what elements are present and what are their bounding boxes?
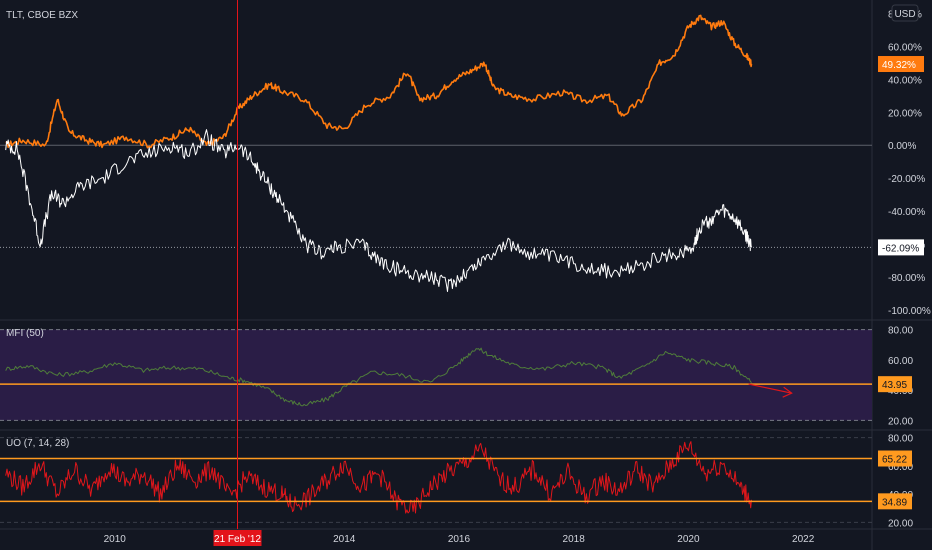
currency-button-frame [891, 4, 919, 22]
level-badge-text: 65.22 [882, 455, 907, 466]
band-layer [0, 329, 872, 523]
last-value-text-tlt: 49.32% [882, 60, 916, 71]
crosshair-date-label: 21 Feb '12 [214, 534, 261, 545]
level-badge [878, 450, 912, 467]
label-layer: 49.32% -62.09% 43.95 65.22 34.89 21 Feb '12 [213, 56, 924, 546]
level-layer [0, 0, 872, 529]
y-tick-label: -40.00% [888, 207, 925, 218]
uo-pane-title: UO (7, 14, 28) [6, 438, 69, 449]
level-badge [878, 493, 912, 510]
currency-button-label: USD [894, 9, 915, 20]
mfi-band [0, 329, 872, 421]
level-badge-text: 43.95 [882, 380, 907, 391]
y-tick-label: 60.00% [888, 42, 922, 53]
y-tick-label: 80.00 [888, 326, 913, 337]
crosshair-date-badge [213, 530, 262, 546]
x-tick-label: 2020 [677, 534, 700, 545]
y-tick-label: -80.00% [888, 273, 925, 284]
y-tick-label: 20.00 [888, 518, 913, 529]
x-tick-label: 2018 [563, 534, 586, 545]
y-tick-label: 80.00 [888, 434, 913, 445]
y-tick-label: 0.00% [888, 141, 916, 152]
chart-title: TLT, CBOE BZX [6, 10, 78, 21]
x-tick-label: 2016 [448, 534, 471, 545]
series-line-mfi [5, 347, 752, 407]
y-tick-label: -20.00% [888, 174, 925, 185]
last-value-badge-comparison [878, 239, 924, 256]
y-tick-label: 60.00 [888, 356, 913, 367]
series-line-tlt [5, 14, 753, 149]
x-tick-label: 2022 [792, 534, 815, 545]
level-badge-text: 34.89 [882, 497, 907, 508]
mfi-pane-title: MFI (50) [6, 328, 44, 339]
trend-arrow-head [782, 386, 793, 398]
last-value-badge-tlt [878, 56, 924, 73]
series-layer [5, 14, 753, 514]
y-tick-label: 20.00% [888, 108, 922, 119]
x-tick-label: 2010 [104, 534, 127, 545]
y-tick-label: 60.00 [888, 462, 913, 473]
y-tick-label: -100.00% [888, 306, 931, 317]
last-value-text-comparison: -62.09% [882, 243, 919, 254]
trend-arrow [748, 383, 792, 394]
x-tick-label: 2014 [333, 534, 356, 545]
y-tick-label: 20.00 [888, 416, 913, 427]
currency-button[interactable]: USD [891, 4, 919, 22]
level-badge [878, 376, 912, 393]
series-line-comparison [5, 129, 752, 292]
series-line-uo [5, 441, 752, 514]
y-tick-label: 40.00% [888, 75, 922, 86]
